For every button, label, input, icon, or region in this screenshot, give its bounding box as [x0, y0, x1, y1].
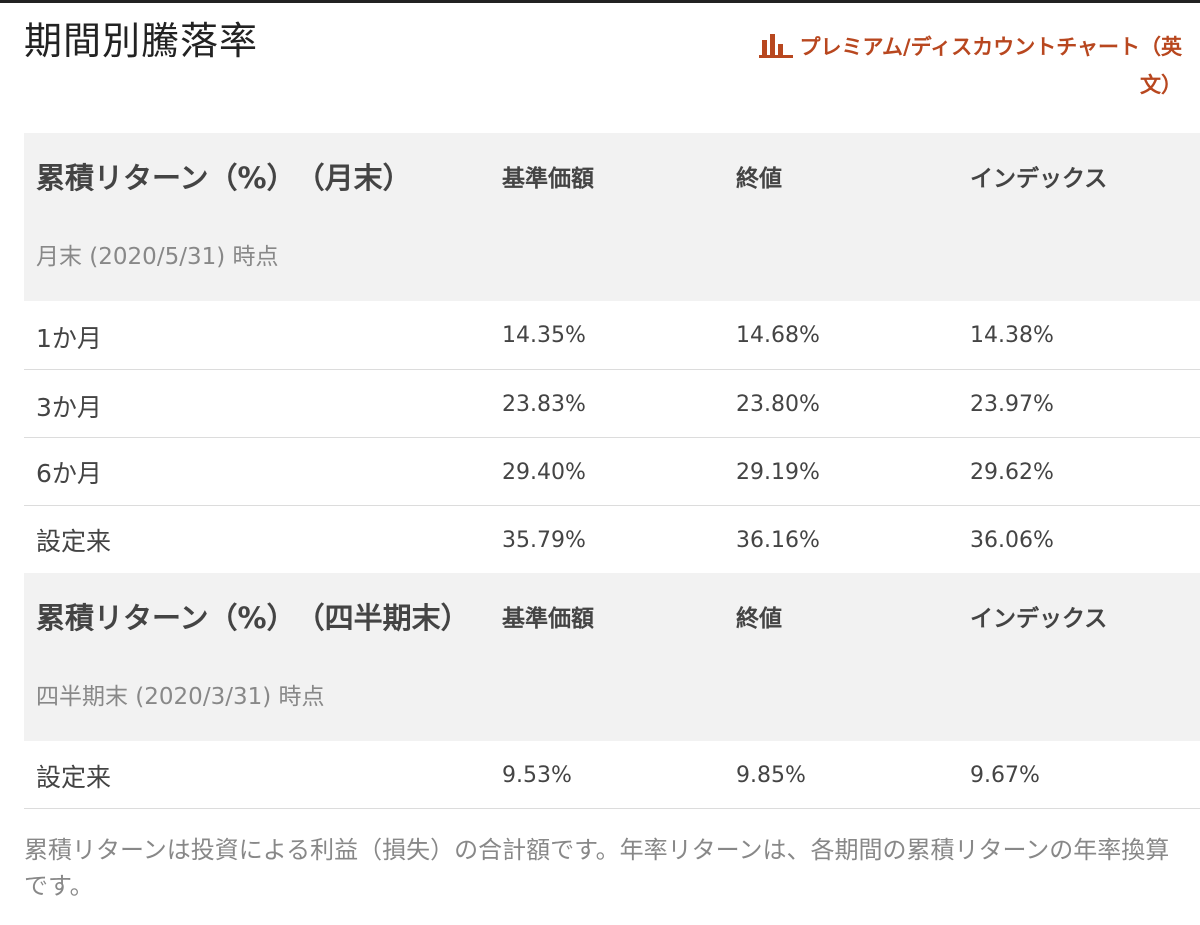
column-header-nav: 基準価額: [502, 166, 594, 192]
column-header-index: インデックス: [970, 606, 1108, 632]
page-title: 期間別騰落率: [24, 19, 259, 63]
monthly-as-of: 月末 (2020/5/31) 時点: [36, 244, 279, 270]
quarterly-returns-title: 累積リターン（%） （四半期末）: [36, 601, 470, 635]
row-label: 1か月: [36, 324, 102, 353]
close-value: 36.16%: [736, 528, 820, 553]
nav-value: 14.35%: [502, 323, 586, 348]
index-value: 29.62%: [970, 460, 1054, 485]
bar-chart-icon: [759, 34, 794, 58]
column-header-close: 終値: [736, 166, 782, 192]
nav-value: 35.79%: [502, 528, 586, 553]
footnote: 累積リターンは投資による利益（損失）の合計額です。年率リターンは、各期間の累積リ…: [24, 836, 1170, 900]
column-header-nav: 基準価額: [502, 606, 594, 632]
nav-value: 29.40%: [502, 460, 586, 485]
index-value: 14.38%: [970, 323, 1054, 348]
monthly-returns-header: 累積リターン（%） （月末） 月末 (2020/5/31) 時点 基準価額 終値…: [24, 133, 1200, 301]
index-value: 9.67%: [970, 763, 1040, 788]
table-row: 1か月 14.35% 14.68% 14.38%: [24, 301, 1200, 370]
row-label: 設定来: [36, 527, 112, 556]
index-value: 36.06%: [970, 528, 1054, 553]
table-row: 3か月 23.83% 23.80% 23.97%: [24, 370, 1200, 438]
row-label: 3か月: [36, 393, 102, 422]
table-row: 設定来 35.79% 36.16% 36.06%: [24, 506, 1200, 573]
quarterly-as-of: 四半期末 (2020/3/31) 時点: [36, 684, 325, 710]
chart-link-label: プレミアム/ディスカウントチャート（英文）: [799, 35, 1182, 97]
index-value: 23.97%: [970, 392, 1054, 417]
table-row: 設定来 9.53% 9.85% 9.67%: [24, 741, 1200, 809]
row-label: 6か月: [36, 459, 102, 488]
nav-value: 23.83%: [502, 392, 586, 417]
close-value: 9.85%: [736, 763, 806, 788]
close-value: 23.80%: [736, 392, 820, 417]
close-value: 14.68%: [736, 323, 820, 348]
nav-value: 9.53%: [502, 763, 572, 788]
premium-discount-chart-link[interactable]: プレミアム/ディスカウントチャート（英文）: [742, 28, 1182, 104]
quarterly-returns-header: 累積リターン（%） （四半期末） 四半期末 (2020/3/31) 時点 基準価…: [24, 573, 1200, 741]
monthly-returns-title: 累積リターン（%） （月末）: [36, 161, 412, 195]
table-row: 6か月 29.40% 29.19% 29.62%: [24, 438, 1200, 506]
column-header-close: 終値: [736, 606, 782, 632]
close-value: 29.19%: [736, 460, 820, 485]
top-rule: [0, 0, 1200, 3]
column-header-index: インデックス: [970, 166, 1108, 192]
row-label: 設定来: [36, 763, 112, 792]
